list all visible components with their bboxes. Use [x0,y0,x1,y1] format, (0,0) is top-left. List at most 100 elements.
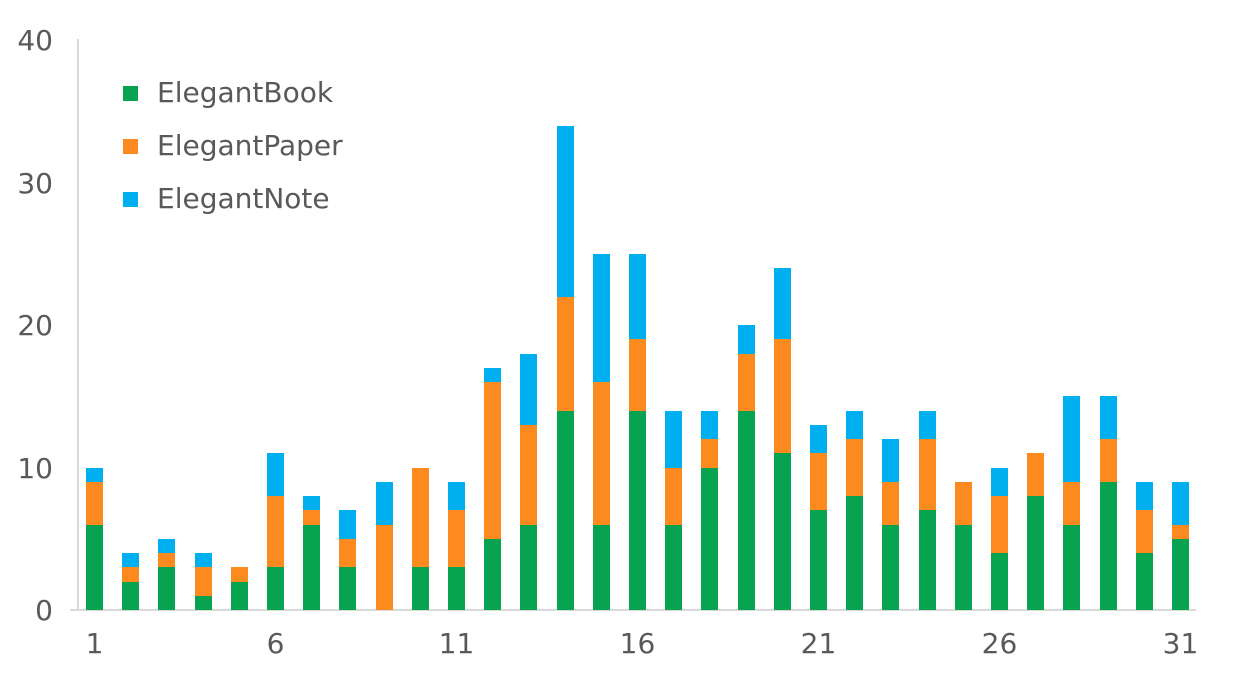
bar-segment-elegantbook-day-30 [1135,553,1153,610]
bar-day-20 [773,268,791,610]
bar-day-23 [882,439,900,610]
bar-segment-elegantbook-day-14 [556,410,574,610]
bar-day-10 [411,467,429,610]
bar-segment-elegantpaper-day-1 [86,481,103,525]
bar-segment-elegantpaper-day-12 [484,382,502,539]
bar-segment-elegantnote-day-8 [339,510,357,539]
bar-day-19 [737,325,755,610]
bar-segment-elegantbook-day-27 [1027,496,1045,610]
bar-segment-elegantpaper-day-7 [303,510,321,525]
bar-segment-elegantbook-day-18 [701,467,719,610]
bar-segment-elegantnote-day-17 [665,410,683,468]
bar-segment-elegantbook-day-11 [448,567,465,610]
bar-segment-elegantbook-day-21 [810,510,827,610]
x-axis-line [70,609,1196,611]
bar-day-1 [86,467,103,610]
bar-day-7 [303,496,321,610]
bar-day-6 [267,453,284,610]
bar-segment-elegantpaper-day-30 [1135,510,1153,553]
bar-segment-elegantpaper-day-23 [882,481,900,525]
bar-segment-elegantbook-day-26 [991,553,1008,610]
x-tick-label-26: 26 [981,627,1018,660]
bar-day-24 [918,410,936,610]
x-tick-label-21: 21 [800,627,837,660]
bar-segment-elegantpaper-day-28 [1063,481,1081,525]
bar-segment-elegantpaper-day-6 [267,496,284,568]
bar-segment-elegantnote-day-22 [846,410,864,439]
bar-segment-elegantpaper-day-19 [737,353,755,411]
bar-segment-elegantbook-day-28 [1063,524,1081,610]
bar-day-8 [339,510,357,610]
legend-item-elegantnote: ElegantNote [123,182,343,216]
legend-swatch-elegantnote [123,191,138,207]
bar-day-15 [592,253,610,610]
y-axis-line [77,39,79,611]
bar-segment-elegantbook-day-15 [592,524,610,610]
bar-segment-elegantnote-day-9 [375,481,393,525]
bar-segment-elegantbook-day-5 [230,581,248,610]
bar-day-28 [1063,396,1081,610]
bar-segment-elegantnote-day-3 [158,538,176,553]
legend-item-elegantbook: ElegantBook [123,76,343,110]
y-tick-label-10: 10 [17,451,53,485]
x-tick-label-6: 6 [266,627,285,660]
bar-day-27 [1027,453,1045,610]
bar-segment-elegantpaper-day-3 [158,553,176,568]
bar-segment-elegantnote-day-2 [122,553,140,568]
bar-segment-elegantpaper-day-10 [411,467,429,568]
bar-segment-elegantbook-day-29 [1099,481,1117,610]
bar-segment-elegantnote-day-14 [556,125,574,297]
bar-segment-elegantbook-day-17 [665,524,683,610]
bar-segment-elegantnote-day-16 [629,253,646,340]
bar-segment-elegantnote-day-20 [773,268,791,340]
bar-segment-elegantbook-day-24 [918,510,936,610]
bar-segment-elegantpaper-day-13 [520,424,538,525]
bar-segment-elegantpaper-day-4 [194,567,212,596]
bar-segment-elegantpaper-day-25 [954,481,972,525]
bar-day-25 [954,481,972,610]
bar-segment-elegantnote-day-30 [1135,481,1153,511]
y-tick-label-30: 30 [17,166,53,200]
bar-segment-elegantpaper-day-26 [991,496,1008,553]
bar-day-14 [556,125,574,610]
bar-segment-elegantpaper-day-27 [1027,453,1045,496]
bar-segment-elegantnote-day-1 [86,467,103,482]
bar-segment-elegantnote-day-31 [1172,481,1189,525]
y-tick-label-40: 40 [17,24,53,57]
bar-day-9 [375,481,393,610]
bar-segment-elegantnote-day-7 [303,496,321,511]
bar-segment-elegantnote-day-6 [267,453,284,496]
bar-segment-elegantpaper-day-16 [629,339,646,411]
bar-segment-elegantnote-day-12 [484,367,502,382]
bar-segment-elegantbook-day-2 [122,581,140,610]
bar-segment-elegantpaper-day-18 [701,439,719,468]
bar-day-22 [846,410,864,610]
bar-segment-elegantpaper-day-29 [1099,439,1117,482]
bar-segment-elegantbook-day-4 [194,595,212,610]
bar-segment-elegantbook-day-13 [520,524,538,610]
bar-segment-elegantpaper-day-9 [375,524,393,610]
bar-segment-elegantpaper-day-21 [810,453,827,511]
bar-segment-elegantnote-day-24 [918,410,936,439]
bar-day-3 [158,538,176,610]
bar-segment-elegantbook-day-8 [339,567,357,610]
bar-segment-elegantnote-day-19 [737,325,755,354]
bar-day-21 [810,424,827,610]
bar-day-18 [701,410,719,610]
x-tick-label-31: 31 [1162,627,1199,660]
bar-segment-elegantbook-day-22 [846,496,864,610]
bar-segment-elegantpaper-day-2 [122,567,140,582]
bar-segment-elegantpaper-day-8 [339,538,357,568]
bar-segment-elegantbook-day-12 [484,538,502,610]
bar-segment-elegantnote-day-11 [448,481,465,511]
bar-segment-elegantbook-day-10 [411,567,429,610]
x-tick-label-16: 16 [619,627,656,660]
bar-day-30 [1135,481,1153,610]
bar-segment-elegantbook-day-16 [629,410,646,610]
bar-day-17 [665,410,683,610]
bar-segment-elegantnote-day-18 [701,410,719,439]
bar-day-11 [448,481,465,610]
bar-segment-elegantnote-day-26 [991,467,1008,496]
bar-segment-elegantpaper-day-5 [230,567,248,582]
